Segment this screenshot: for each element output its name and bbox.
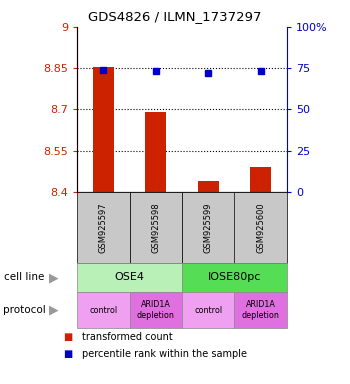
Text: GSM925598: GSM925598 xyxy=(151,202,160,253)
Text: GSM925599: GSM925599 xyxy=(204,202,213,253)
Text: transformed count: transformed count xyxy=(82,332,173,342)
Text: OSE4: OSE4 xyxy=(114,272,145,283)
Bar xyxy=(250,167,271,192)
Text: IOSE80pc: IOSE80pc xyxy=(208,272,261,283)
Text: ■: ■ xyxy=(63,349,72,359)
Text: GSM925597: GSM925597 xyxy=(99,202,108,253)
Text: protocol: protocol xyxy=(4,305,46,315)
Text: ARID1A
depletion: ARID1A depletion xyxy=(242,300,280,320)
Text: GSM925600: GSM925600 xyxy=(256,202,265,253)
Text: ▶: ▶ xyxy=(49,271,59,284)
Text: ARID1A
depletion: ARID1A depletion xyxy=(137,300,175,320)
Text: control: control xyxy=(194,306,222,314)
Text: cell line: cell line xyxy=(4,272,44,283)
Text: ■: ■ xyxy=(63,332,72,342)
Text: ▶: ▶ xyxy=(49,304,59,316)
Text: control: control xyxy=(89,306,117,314)
Text: percentile rank within the sample: percentile rank within the sample xyxy=(82,349,247,359)
Bar xyxy=(93,67,114,192)
Bar xyxy=(198,181,219,192)
Bar xyxy=(145,112,166,192)
Text: GDS4826 / ILMN_1737297: GDS4826 / ILMN_1737297 xyxy=(88,10,262,23)
